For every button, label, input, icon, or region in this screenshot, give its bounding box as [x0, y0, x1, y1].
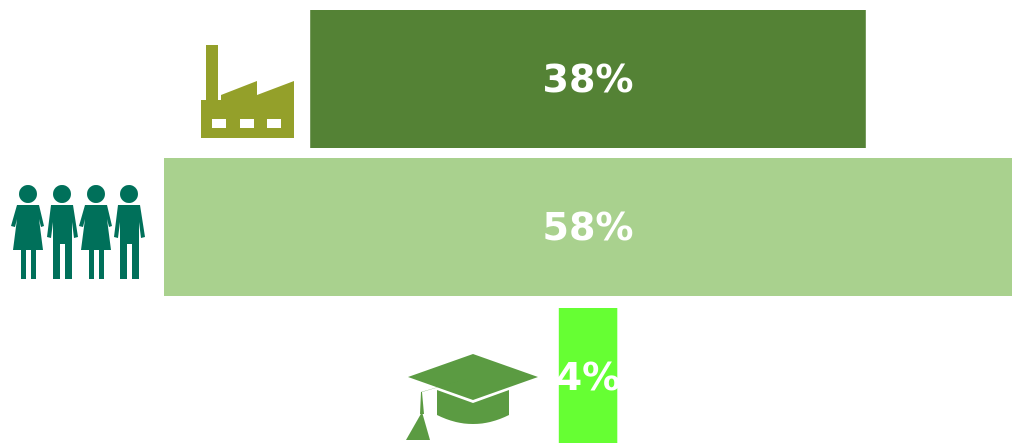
graduation-cap-icon [406, 354, 538, 440]
bars [164, 10, 1012, 443]
people-icon [11, 185, 145, 279]
bar-education [558, 308, 618, 443]
data-labels: 38% 58% 4% [543, 57, 634, 399]
data-label: 58% [543, 205, 634, 249]
bar-people [164, 158, 1012, 296]
data-label: 38% [543, 57, 634, 101]
factory-icon [201, 45, 294, 138]
bar-industry [310, 10, 866, 148]
data-label: 4% [556, 355, 621, 399]
